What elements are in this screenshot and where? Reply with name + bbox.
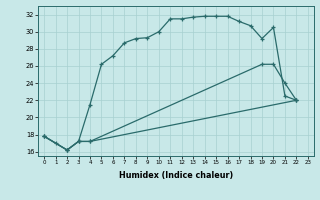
X-axis label: Humidex (Indice chaleur): Humidex (Indice chaleur) [119,171,233,180]
